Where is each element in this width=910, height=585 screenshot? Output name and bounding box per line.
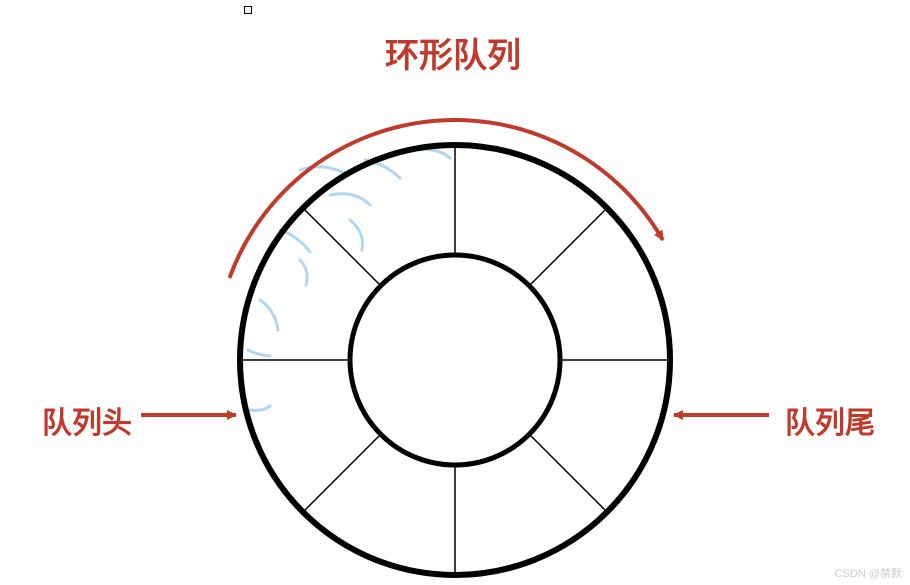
circular-queue-diagram	[0, 0, 910, 585]
title-label: 环形队列	[385, 28, 521, 77]
tail-label: 队列尾	[785, 398, 875, 442]
head-label: 队列头	[42, 398, 132, 442]
small-square-marker	[244, 6, 252, 14]
watermark: CSDN @禁默	[835, 565, 902, 581]
